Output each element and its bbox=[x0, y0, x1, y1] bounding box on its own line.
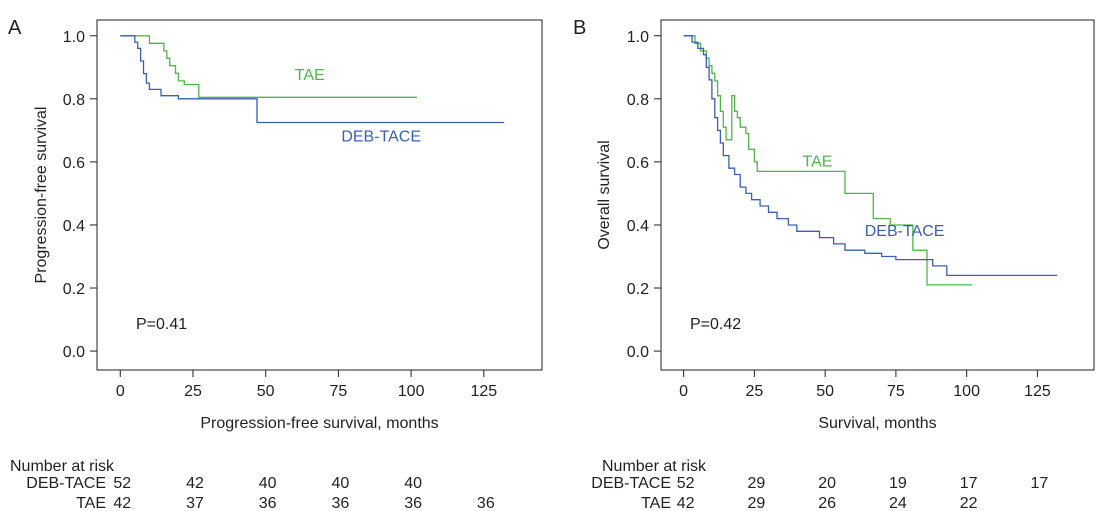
x-tick-label: 0 bbox=[679, 383, 688, 400]
x-tick-label: 100 bbox=[398, 383, 425, 400]
x-tick-label: 125 bbox=[1024, 383, 1051, 400]
risk-table-title: Number at risk bbox=[10, 458, 115, 475]
x-tick-label: 25 bbox=[184, 383, 202, 400]
y-tick-label: 1.0 bbox=[627, 29, 649, 46]
risk-cell: 29 bbox=[747, 495, 765, 511]
risk-cell: 20 bbox=[818, 475, 836, 492]
panel-label: A bbox=[8, 17, 22, 39]
series-line-tae bbox=[683, 35, 973, 286]
panel-a: A 0 25 50 75 100 125 0.0 0.2 0.4 0.6 0.8 1.0 Progress… bbox=[8, 17, 543, 511]
plot-frame bbox=[660, 19, 1095, 371]
y-tick-label: 0.6 bbox=[63, 155, 85, 172]
series-line-deb-tace bbox=[120, 35, 505, 124]
p-value: P=0.41 bbox=[136, 316, 187, 333]
risk-table-title: Number at risk bbox=[602, 458, 707, 475]
risk-cell: 36 bbox=[404, 495, 422, 511]
y-axis-label: Overall survival bbox=[596, 140, 613, 249]
y-tick-label: 0.2 bbox=[63, 281, 85, 298]
series-label-deb-tace: DEB-TACE bbox=[341, 128, 421, 145]
panel-b: B 0 25 50 75 100 125 0.0 0.2 0.4 0.6 0.8 1.0 Survival… bbox=[573, 17, 1095, 511]
risk-cell: 17 bbox=[1031, 475, 1049, 492]
series-label-deb-tace: DEB-TACE bbox=[865, 223, 945, 240]
risk-cell: 17 bbox=[960, 475, 978, 492]
x-tick-label: 50 bbox=[816, 383, 834, 400]
risk-cell: 42 bbox=[113, 495, 131, 511]
risk-cell: 52 bbox=[677, 475, 695, 492]
y-tick-label: 0.6 bbox=[627, 155, 649, 172]
y-tick-label: 0.8 bbox=[63, 92, 85, 109]
panel-label: B bbox=[573, 17, 586, 39]
y-tick-label: 1.0 bbox=[63, 29, 85, 46]
risk-cell: 40 bbox=[332, 475, 350, 492]
y-tick-label: 0.2 bbox=[627, 281, 649, 298]
risk-row-label: TAE bbox=[76, 495, 106, 511]
x-axis-label: Progression-free survival, months bbox=[200, 415, 438, 432]
plot-frame bbox=[96, 19, 543, 371]
x-tick-label: 100 bbox=[953, 383, 980, 400]
risk-row-label: TAE bbox=[641, 495, 671, 511]
series-line-tae bbox=[120, 35, 417, 98]
x-axis-label: Survival, months bbox=[818, 415, 936, 432]
risk-cell: 22 bbox=[960, 495, 978, 511]
risk-row-label: DEB-TACE bbox=[591, 475, 671, 492]
risk-cell: 42 bbox=[677, 495, 695, 511]
x-tick-label: 75 bbox=[330, 383, 348, 400]
risk-cell: 42 bbox=[186, 475, 204, 492]
risk-cell: 40 bbox=[259, 475, 277, 492]
risk-cell: 19 bbox=[889, 475, 907, 492]
y-tick-label: 0.0 bbox=[627, 344, 649, 361]
risk-cell: 29 bbox=[747, 475, 765, 492]
series-line-deb-tace bbox=[683, 35, 1058, 277]
risk-cell: 37 bbox=[186, 495, 204, 511]
risk-row-label: DEB-TACE bbox=[26, 475, 106, 492]
x-tick-label: 75 bbox=[887, 383, 905, 400]
risk-cell: 26 bbox=[818, 495, 836, 511]
x-tick-label: 25 bbox=[745, 383, 763, 400]
risk-cell: 36 bbox=[259, 495, 277, 511]
y-tick-label: 0.4 bbox=[63, 218, 85, 235]
y-tick-label: 0.0 bbox=[63, 344, 85, 361]
risk-cell: 24 bbox=[889, 495, 907, 511]
risk-cell: 36 bbox=[332, 495, 350, 511]
x-tick-label: 125 bbox=[470, 383, 497, 400]
x-tick-label: 50 bbox=[257, 383, 275, 400]
y-axis-label: Progression-free survival bbox=[33, 107, 50, 284]
y-tick-label: 0.4 bbox=[627, 218, 649, 235]
series-label-tae: TAE bbox=[803, 154, 833, 171]
series-label-tae: TAE bbox=[295, 67, 325, 84]
x-tick-label: 0 bbox=[116, 383, 125, 400]
risk-cell: 40 bbox=[404, 475, 422, 492]
p-value: P=0.42 bbox=[690, 316, 741, 333]
y-tick-label: 0.8 bbox=[627, 92, 649, 109]
risk-cell: 52 bbox=[113, 475, 131, 492]
risk-cell: 36 bbox=[477, 495, 495, 511]
